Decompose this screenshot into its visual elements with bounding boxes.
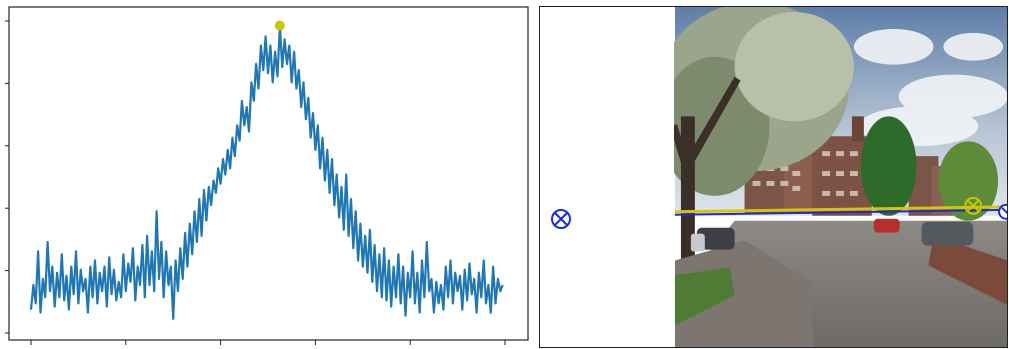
wall — [928, 235, 1007, 305]
half-circle-icon — [998, 203, 1007, 220]
clouds — [853, 28, 1007, 147]
crossed-circle-icon — [964, 196, 983, 215]
blank-area — [540, 7, 674, 347]
trees — [674, 7, 999, 286]
y-axis-ticks — [5, 20, 9, 334]
horizon-line — [674, 205, 1007, 214]
photo-panel — [539, 6, 1008, 348]
grass — [674, 267, 735, 326]
series-line — [29, 24, 504, 320]
pavement — [674, 240, 815, 347]
parked-cars — [690, 218, 974, 252]
horizon-line-2 — [674, 208, 1007, 216]
x-axis-ticks — [30, 340, 506, 345]
buildings — [744, 116, 954, 216]
line-chart — [5, 6, 529, 345]
street-view-photo — [674, 7, 1007, 347]
peak-marker — [274, 20, 285, 31]
crossed-circle-icon — [551, 209, 571, 229]
